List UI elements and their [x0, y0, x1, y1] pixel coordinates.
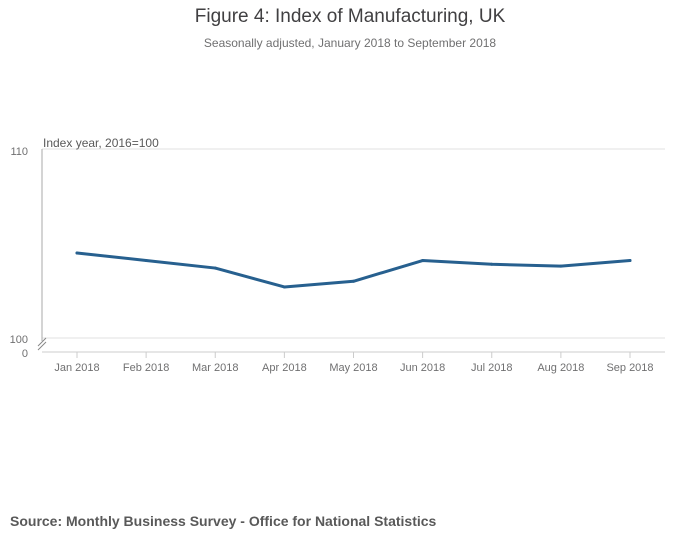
x-tick-labels: Jan 2018 Feb 2018 Mar 2018 Apr 2018 May 2018… [54, 362, 653, 374]
x-tick-label-1: Feb 2018 [123, 362, 169, 374]
chart-subtitle: Seasonally adjusted, January 2018 to Sep… [203, 36, 497, 50]
data-point-0-6 [490, 262, 494, 266]
chart-title: Figure 4: Index of Manufacturing, UK [194, 6, 506, 27]
gridlines [42, 148, 665, 339]
y-tick-label-top: 110 [10, 146, 28, 158]
series-group [75, 251, 632, 289]
data-point-0-7 [559, 264, 563, 268]
data-point-0-2 [213, 266, 217, 270]
y-axis-label: Index year, 2016=100 [43, 136, 159, 150]
axis-break-label: 0 [22, 348, 28, 360]
data-point-0-8 [628, 259, 632, 263]
x-tick-label-8: Sep 2018 [606, 362, 653, 374]
source-note: Source: Monthly Business Survey - Office… [10, 513, 437, 529]
data-point-0-5 [421, 259, 425, 263]
x-tick-label-0: Jan 2018 [54, 362, 99, 374]
x-tick-label-4: May 2018 [329, 362, 377, 374]
x-tick-label-5: Jun 2018 [400, 362, 445, 374]
data-point-0-0 [75, 251, 79, 255]
y-tick-label-bottom: 100 [10, 334, 28, 346]
x-tick-label-2: Mar 2018 [192, 362, 238, 374]
x-tick-label-3: Apr 2018 [262, 362, 307, 374]
x-tick-label-6: Jul 2018 [471, 362, 513, 374]
data-point-0-1 [144, 259, 148, 263]
axis-break-mark [37, 337, 47, 351]
x-ticks [76, 352, 631, 358]
data-point-0-3 [282, 285, 286, 289]
x-tick-label-7: Aug 2018 [537, 362, 584, 374]
data-point-0-4 [352, 279, 355, 283]
